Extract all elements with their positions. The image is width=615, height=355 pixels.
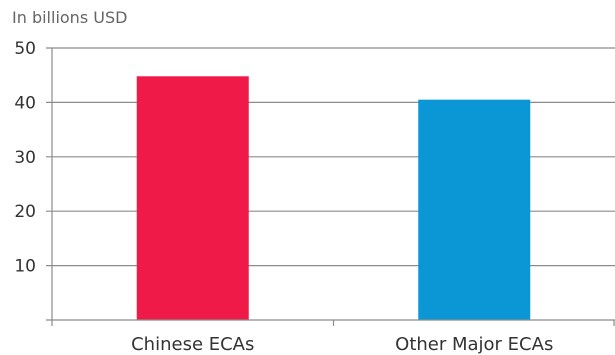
category-label: Other Major ECAs (395, 334, 553, 355)
bar-2 (418, 99, 531, 321)
y-tick-label: 10 (14, 257, 36, 277)
y-axis-unit-label: In billions USD (12, 8, 127, 27)
bar-1 (136, 76, 249, 321)
y-axis-ticks: 10 20 30 40 50 (14, 39, 36, 277)
y-tick-label: 40 (14, 93, 36, 113)
category-labels: Chinese ECAs Other Major ECAs (131, 334, 553, 355)
bars (136, 76, 531, 321)
x-axis (46, 48, 615, 326)
y-tick-label: 20 (14, 202, 36, 222)
y-tick-label: 50 (14, 39, 36, 59)
category-label: Chinese ECAs (131, 334, 254, 355)
y-tick-label: 30 (14, 148, 36, 168)
